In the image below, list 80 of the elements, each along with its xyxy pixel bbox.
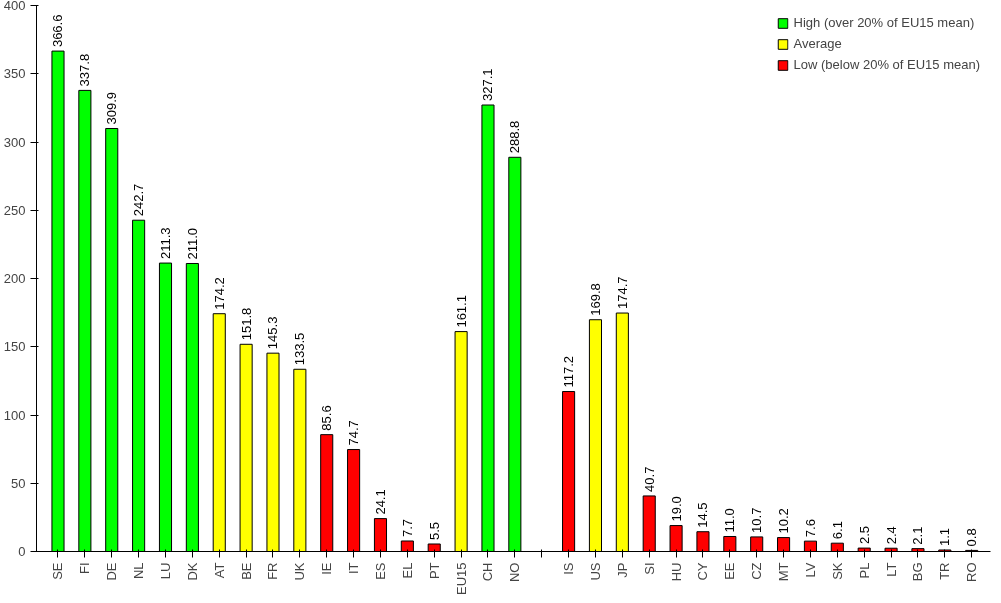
data-label: 133.5: [292, 332, 308, 366]
data-label: 11.0: [722, 508, 738, 533]
data-label: 337.8: [77, 53, 93, 87]
x-tick-label: LT: [883, 562, 899, 577]
data-label: 1.1: [937, 527, 953, 546]
data-label: 288.8: [507, 120, 523, 154]
x-tick-label: BE: [238, 562, 254, 580]
x-tick-label: RO: [964, 562, 980, 582]
x-tick-label: SI: [641, 562, 657, 575]
data-label: 19.0: [668, 496, 684, 522]
y-tick-label: 350: [3, 66, 26, 82]
data-label: 74.7: [346, 420, 362, 446]
data-label: 24.1: [372, 489, 388, 515]
y-tick-label: 250: [3, 202, 26, 218]
x-tick-label: JP: [614, 562, 630, 578]
data-label: 14.5: [695, 502, 711, 528]
x-tick-label: CY: [695, 562, 711, 581]
data-label: 211.0: [184, 227, 200, 260]
legend-label: Average: [793, 36, 842, 51]
x-tick-label: AT: [211, 562, 227, 579]
data-label: 2.1: [910, 526, 926, 545]
data-label: 366.6: [50, 14, 66, 48]
x-tick-label: PT: [426, 562, 442, 580]
x-tick-label: EE: [722, 562, 738, 580]
data-label: 151.8: [238, 307, 254, 341]
y-tick-label: 50: [11, 475, 26, 491]
data-label: 211.3: [157, 227, 173, 260]
x-tick-label: FI: [77, 562, 93, 575]
data-label: 174.7: [614, 276, 630, 310]
x-tick-label: DK: [184, 562, 200, 581]
data-label: 161.1: [453, 295, 469, 328]
data-label: 7.6: [802, 519, 818, 538]
x-tick-label: DE: [104, 562, 120, 581]
x-tick-label: US: [587, 562, 603, 581]
data-label: 10.2: [776, 508, 792, 534]
x-tick-label: SK: [829, 562, 845, 580]
x-tick-label: BG: [910, 562, 926, 582]
y-tick-label: 150: [3, 339, 26, 355]
x-tick-label: LV: [802, 562, 818, 578]
data-label: 2.4: [883, 526, 899, 545]
x-tick-label: SE: [50, 562, 66, 580]
data-label: 242.7: [131, 183, 147, 217]
data-label: 0.8: [964, 528, 980, 547]
x-tick-label: TR: [937, 562, 953, 580]
data-label: 327.1: [480, 68, 496, 102]
x-tick-label: PL: [856, 562, 872, 579]
legend-label: High (over 20% of EU15 mean): [793, 15, 975, 30]
x-tick-label: IS: [561, 562, 577, 575]
x-tick-label: NO: [507, 562, 523, 582]
y-tick-label: 0: [18, 544, 26, 559]
y-tick-label: 100: [3, 407, 26, 423]
y-tick-label: 200: [3, 271, 26, 286]
x-tick-label: LU: [157, 562, 173, 580]
data-label: 6.1: [829, 521, 845, 540]
data-label: 174.2: [211, 277, 227, 310]
x-tick-label: HU: [668, 562, 684, 582]
data-label: 2.5: [856, 526, 872, 545]
x-tick-label: EU15: [453, 562, 469, 596]
x-tick-label: MT: [776, 562, 792, 582]
x-tick-label: ES: [372, 562, 388, 580]
x-tick-label: CZ: [749, 562, 765, 580]
data-label: 117.2: [561, 355, 577, 388]
x-tick-label: CH: [480, 562, 496, 582]
data-label: 169.8: [587, 283, 603, 316]
data-label: 145.3: [265, 316, 281, 350]
data-label: 40.7: [641, 466, 657, 492]
data-label: 85.6: [319, 405, 335, 431]
x-tick-label: NL: [131, 562, 147, 580]
y-tick-label: 300: [3, 134, 26, 150]
x-tick-label: IT: [346, 562, 362, 575]
y-tick-label: 400: [3, 0, 26, 13]
x-tick-label: FR: [265, 562, 281, 580]
x-tick-label: EL: [399, 562, 415, 579]
legend-label: Low (below 20% of EU15 mean): [793, 57, 980, 72]
data-label: 5.5: [426, 521, 442, 540]
x-tick-label: UK: [292, 562, 308, 581]
data-label: 7.7: [399, 518, 415, 537]
x-tick-label: IE: [319, 562, 335, 575]
data-label: 10.7: [749, 507, 765, 533]
data-label: 309.9: [104, 91, 120, 125]
